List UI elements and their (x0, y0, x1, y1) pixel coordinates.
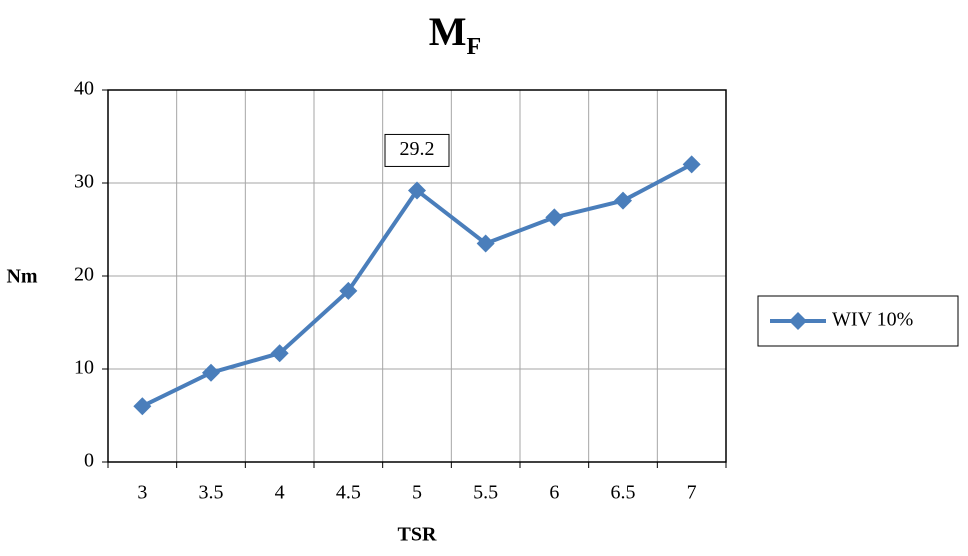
plot-border (107, 89, 727, 463)
legend-marker (789, 312, 807, 330)
x-tick-label: 7 (687, 482, 697, 504)
y-tick-label: 30 (74, 171, 94, 193)
title-subscript: F (467, 34, 482, 60)
data-label-box (384, 133, 450, 167)
series-line (141, 162, 693, 408)
legend-label: WIV 10% (832, 309, 913, 331)
x-tick-label: 4.5 (336, 482, 361, 504)
y-axis-label: Nm (6, 266, 37, 288)
chart-title: MF (429, 9, 481, 59)
marker (133, 397, 152, 416)
marker (476, 234, 495, 253)
data-label: 29.2 (400, 138, 435, 160)
marker (682, 155, 701, 174)
y-tick-label: 20 (74, 264, 94, 286)
x-tick-label: 5.5 (473, 482, 498, 504)
x-tick-label: 3.5 (199, 482, 224, 504)
marker (339, 281, 358, 300)
marker (202, 363, 220, 382)
marker (614, 191, 632, 210)
x-tick-label: 3 (137, 482, 147, 504)
marker (545, 208, 564, 227)
marker (270, 344, 289, 363)
x-tick-label: 6.5 (611, 482, 636, 504)
y-tick-label: 40 (74, 78, 94, 100)
x-tick-label: 4 (275, 482, 285, 504)
x-tick-label: 6 (549, 482, 559, 504)
x-axis-label: TSR (398, 524, 437, 546)
y-tick-label: 10 (74, 357, 94, 379)
y-tick-label: 0 (84, 450, 94, 472)
title-main: M (429, 9, 467, 54)
marker (408, 181, 426, 200)
x-tick-label: 5 (412, 482, 422, 504)
